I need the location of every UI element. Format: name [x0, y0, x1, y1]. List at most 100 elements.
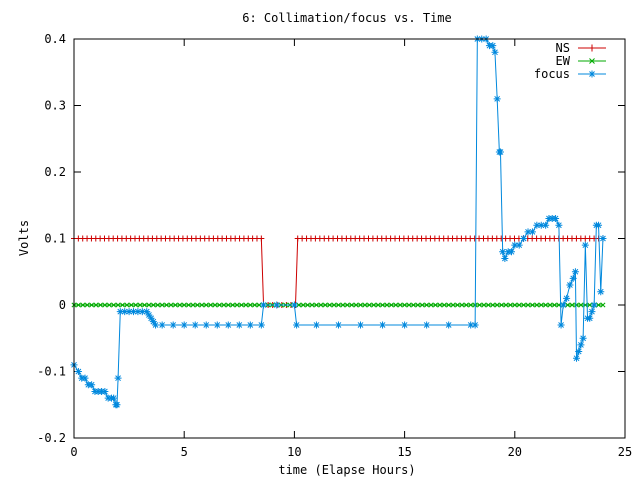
data-point: [571, 268, 579, 276]
data-point: [216, 302, 222, 308]
legend-label: focus: [534, 67, 570, 81]
data-point: [335, 302, 341, 308]
data-point: [578, 302, 584, 308]
data-point: [432, 302, 438, 308]
data-point: [305, 302, 311, 308]
data-point: [313, 302, 319, 308]
data-point: [471, 321, 479, 329]
data-point: [113, 401, 121, 409]
data-point: [238, 302, 245, 308]
data-point: [334, 321, 342, 329]
data-point: [181, 302, 187, 308]
data-point: [180, 321, 188, 329]
chart-title: 6: Collimation/focus vs. Time: [242, 11, 452, 25]
data-point: [172, 302, 178, 308]
data-point: [454, 302, 461, 308]
data-point: [80, 302, 86, 308]
data-point: [358, 302, 364, 308]
data-point: [402, 302, 408, 308]
data-point: [93, 302, 99, 308]
plot-frame: [73, 38, 626, 439]
data-point: [393, 302, 399, 308]
data-point: [533, 221, 541, 229]
data-point: [599, 235, 607, 242]
data-point: [199, 302, 205, 308]
series-focus: [70, 35, 607, 409]
data-point: [450, 302, 456, 308]
y-axis-label: Volts: [17, 220, 31, 256]
legend-label: EW: [556, 54, 571, 68]
data-point: [312, 321, 320, 329]
data-point: [529, 302, 535, 308]
data-point: [84, 302, 90, 308]
axis-ticks: 0 5 10 15 20 25 -0.2 -0.1 0 0.1 0.2 0.3 0.4: [37, 32, 632, 459]
data-point: [542, 221, 550, 229]
data-point: [152, 321, 160, 329]
data-point: [247, 302, 253, 308]
x-tick-label: 25: [618, 445, 632, 459]
data-point: [256, 302, 262, 308]
series-ns: [71, 235, 606, 308]
data-point: [290, 301, 298, 309]
data-point: [159, 302, 165, 308]
data-point: [481, 302, 487, 308]
data-point: [88, 381, 96, 389]
data-point: [203, 302, 209, 308]
data-point: [380, 302, 386, 308]
data-point: [258, 235, 265, 242]
data-point: [569, 274, 577, 282]
data-point: [397, 302, 403, 308]
data-point: [415, 302, 421, 308]
data-point: [577, 341, 585, 349]
data-point: [501, 254, 509, 262]
data-point: [537, 221, 545, 229]
data-point: [115, 302, 121, 308]
data-point: [525, 302, 531, 308]
data-point: [499, 302, 505, 308]
series-layer: [70, 35, 607, 409]
data-point: [147, 314, 155, 322]
data-point: [569, 302, 575, 308]
data-point: [194, 302, 200, 308]
data-point: [419, 302, 425, 308]
data-point: [169, 321, 177, 329]
data-point: [597, 288, 605, 296]
data-point: [595, 221, 603, 229]
data-point: [137, 302, 143, 308]
data-point: [566, 281, 574, 289]
data-point: [224, 321, 232, 329]
data-point: [579, 334, 587, 342]
data-point: [106, 302, 112, 308]
data-point: [573, 302, 580, 308]
data-point: [588, 308, 596, 316]
x-axis-label: time (Elapse Hours): [278, 463, 415, 477]
data-point: [428, 302, 434, 308]
data-point: [300, 302, 306, 308]
data-point: [516, 302, 522, 308]
data-point: [191, 321, 199, 329]
data-point: [235, 321, 243, 329]
data-point: [491, 48, 499, 56]
data-point: [388, 302, 394, 308]
data-point: [202, 321, 210, 329]
data-point: [75, 302, 81, 308]
x-tick-label: 5: [181, 445, 188, 459]
data-point: [212, 302, 218, 308]
data-point: [573, 354, 581, 362]
y-tick-label: -0.1: [37, 365, 66, 379]
legend-marker: [588, 44, 596, 52]
x-tick-label: 15: [397, 445, 411, 459]
data-point: [499, 248, 507, 256]
data-point: [125, 308, 133, 316]
data-point: [563, 294, 571, 302]
data-point: [496, 148, 504, 156]
data-point: [565, 302, 571, 308]
data-point: [600, 302, 606, 308]
data-point: [511, 241, 519, 249]
data-point: [293, 321, 301, 329]
data-point: [146, 302, 152, 308]
data-point: [410, 302, 416, 308]
data-point: [81, 374, 89, 382]
y-tick-label: 0.2: [44, 165, 66, 179]
data-point: [362, 302, 368, 308]
